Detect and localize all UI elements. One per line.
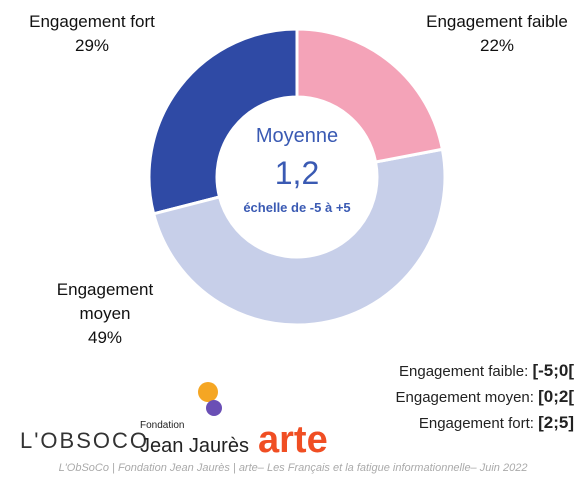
legend-range: [0;2[: [538, 387, 574, 406]
center-note: échelle de -5 à +5: [243, 200, 350, 215]
legend-label: Engagement fort:: [418, 415, 534, 432]
category-label: Engagement faible: [426, 12, 568, 31]
slice-label: Engagement fort 29%: [17, 10, 167, 58]
value-label: 22%: [479, 36, 515, 55]
category-label: Engagement fort: [29, 12, 155, 31]
logo-arte: arte: [258, 419, 328, 461]
center-value: 1,2: [275, 155, 319, 191]
slice-label: Engagement faible 22%: [422, 10, 572, 58]
legend-range: [2;5]: [538, 413, 574, 432]
slice: [151, 147, 447, 327]
legend-range: [-5;0[: [532, 361, 574, 380]
logo-dot: [198, 382, 218, 402]
logo-dot: [206, 400, 222, 416]
slice: [147, 27, 299, 216]
legend-label: Engagement faible:: [399, 363, 529, 380]
logo-fondation: Fondation: [140, 420, 184, 431]
footer: L'ObSoCo | Fondation Jean Jaurès | arte–…: [58, 462, 528, 474]
logo-obsoco: L'OBSOCO: [20, 428, 149, 453]
category-label: Engagement moyen: [56, 280, 154, 323]
center-title: Moyenne: [256, 125, 338, 147]
legend: Engagement faible: [-5;0[Engagement moye…: [396, 358, 575, 436]
slice-label: Engagement moyen 49%: [30, 278, 180, 350]
legend-label: Engagement moyen:: [395, 389, 534, 406]
slice: [295, 27, 445, 164]
value-label: 49%: [87, 328, 123, 347]
logo-jaures: Jean Jaurès: [140, 435, 249, 457]
value-label: 29%: [74, 36, 110, 55]
legend-item: Engagement moyen: [0;2[: [396, 384, 575, 410]
legend-item: Engagement faible: [-5;0[: [396, 358, 574, 384]
legend-item: Engagement fort: [2;5]: [396, 410, 574, 436]
